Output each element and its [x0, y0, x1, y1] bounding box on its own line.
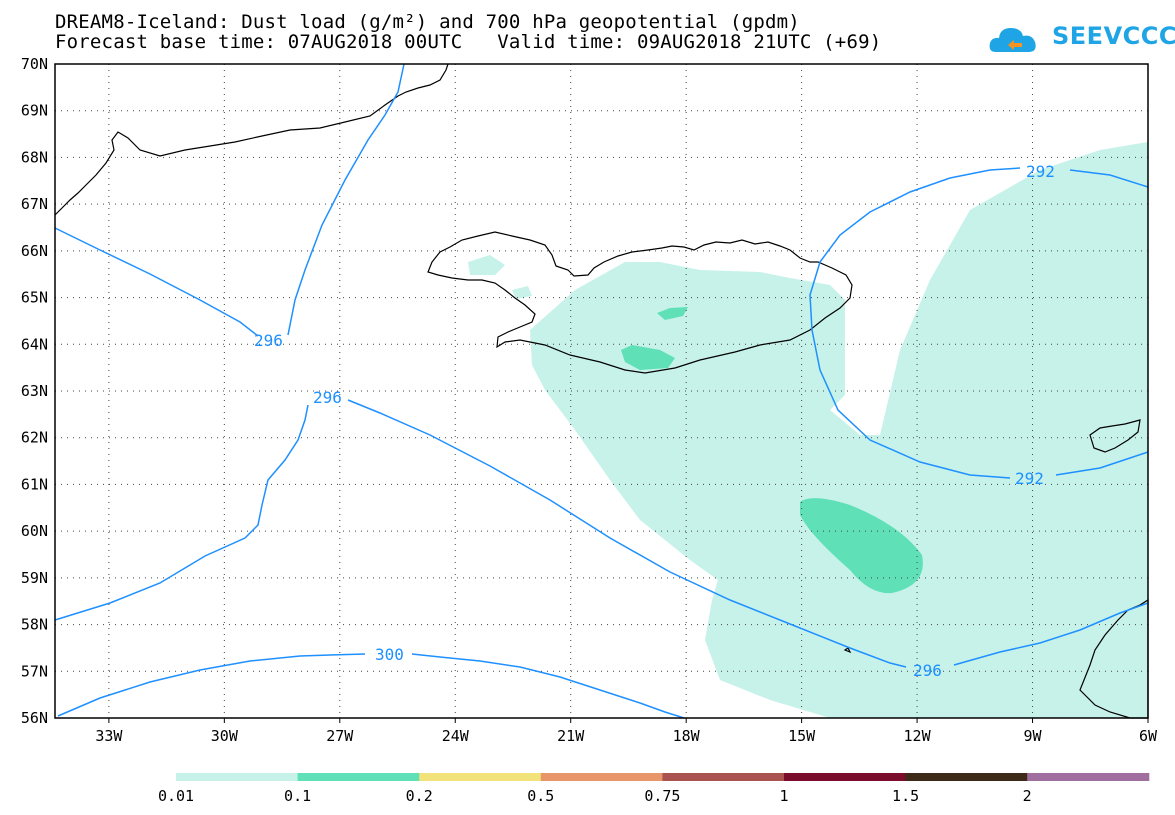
contour-296-southeast	[953, 602, 1149, 666]
iceland-coast	[427, 231, 853, 374]
latitude-label: 68N	[21, 148, 48, 166]
latitude-label: 69N	[21, 102, 48, 120]
contour-labels: 296 296 292 292 300 296	[254, 162, 1055, 680]
contour-label-292-a: 292	[1026, 162, 1055, 181]
colorbar-labels: 0.01 0.1 0.2 0.5 0.75 1 1.5 2	[158, 787, 1032, 805]
dust-low-west	[512, 286, 532, 299]
colorbar-swatch	[784, 773, 907, 781]
dust-mid-atlantic	[800, 498, 923, 594]
contour-label-292-b: 292	[1015, 469, 1044, 488]
latitude-label: 64N	[21, 335, 48, 353]
colorbar-label: 0.1	[284, 787, 311, 805]
contour-label-300: 300	[375, 645, 404, 664]
longitude-label: 18W	[673, 727, 701, 745]
contour-label-296-c: 296	[913, 661, 942, 680]
latitude-label: 62N	[21, 429, 48, 447]
latitude-label: 59N	[21, 569, 48, 587]
faroe-islands	[1089, 419, 1141, 453]
contour-292-east	[809, 167, 1149, 479]
latitude-label: 67N	[21, 195, 48, 213]
longitude-axis: 33W 30W 27W 24W 21W 18W 15W 12W 9W 6W	[95, 718, 1158, 745]
dust-field	[468, 142, 1148, 718]
colorbar-swatch	[297, 773, 420, 781]
map-title: DREAM8-Iceland: Dust load (g/m²) and 700…	[55, 11, 800, 33]
colorbar-swatch	[1027, 773, 1150, 781]
longitude-label: 6W	[1139, 727, 1158, 745]
dust-mid-iceland-1	[657, 307, 688, 320]
longitude-label: 12W	[904, 727, 932, 745]
longitude-label: 27W	[326, 727, 354, 745]
map-frame	[54, 63, 1149, 719]
longitude-label: 15W	[788, 727, 816, 745]
geopotential-contours	[54, 63, 1149, 719]
graticule	[55, 64, 1148, 718]
colorbar	[176, 773, 1150, 781]
contour-label-296-a: 296	[254, 331, 283, 350]
latitude-label: 57N	[21, 662, 48, 680]
latitude-label: 65N	[21, 289, 48, 307]
colorbar-label: 0.75	[644, 787, 680, 805]
seevccc-logo	[989, 28, 1036, 52]
colorbar-swatch	[419, 773, 542, 781]
seevccc-logo-text: SEEVCCC	[1052, 22, 1175, 50]
coastline	[54, 63, 1149, 719]
contour-296-northwest	[54, 227, 259, 337]
colorbar-label: 1.5	[892, 787, 919, 805]
colorbar-label: 0.01	[158, 787, 194, 805]
latitude-label: 56N	[21, 709, 48, 727]
colorbar-label: 2	[1023, 787, 1032, 805]
longitude-label: 21W	[557, 727, 585, 745]
colorbar-swatch	[176, 773, 299, 781]
colorbar-swatch	[540, 773, 663, 781]
longitude-label: 30W	[211, 727, 239, 745]
dust-low-westfjords	[468, 255, 505, 275]
colorbar-label: 0.2	[406, 787, 433, 805]
dust-low-east	[530, 142, 1148, 718]
colorbar-label: 0.5	[527, 787, 554, 805]
colorbar-label: 1	[779, 787, 788, 805]
latitude-label: 66N	[21, 242, 48, 260]
latitude-axis: 70N 69N 68N 67N 66N 65N 64N 63N 62N 61N 60N 59N 58N 5…	[21, 55, 48, 727]
contour-296-northwest-b	[287, 63, 405, 336]
latitude-label: 58N	[21, 616, 48, 634]
colorbar-swatch	[662, 773, 785, 781]
cloud-icon	[989, 28, 1036, 52]
latitude-label: 61N	[21, 475, 48, 493]
longitude-label: 9W	[1024, 727, 1043, 745]
dust-mid-iceland-2	[621, 345, 675, 370]
longitude-label: 24W	[442, 727, 470, 745]
contour-296-central	[54, 399, 907, 668]
forecast-time-subtitle: Forecast base time: 07AUG2018 00UTC Vali…	[55, 31, 882, 53]
colorbar-swatch	[905, 773, 1028, 781]
latitude-label: 70N	[21, 55, 48, 73]
rockall	[843, 647, 852, 654]
latitude-label: 60N	[21, 522, 48, 540]
contour-300-south	[57, 653, 685, 719]
scotland-coast	[1079, 598, 1149, 719]
contour-label-296-b: 296	[313, 388, 342, 407]
longitude-label: 33W	[95, 727, 123, 745]
greenland-coast	[54, 63, 449, 216]
latitude-label: 63N	[21, 382, 48, 400]
